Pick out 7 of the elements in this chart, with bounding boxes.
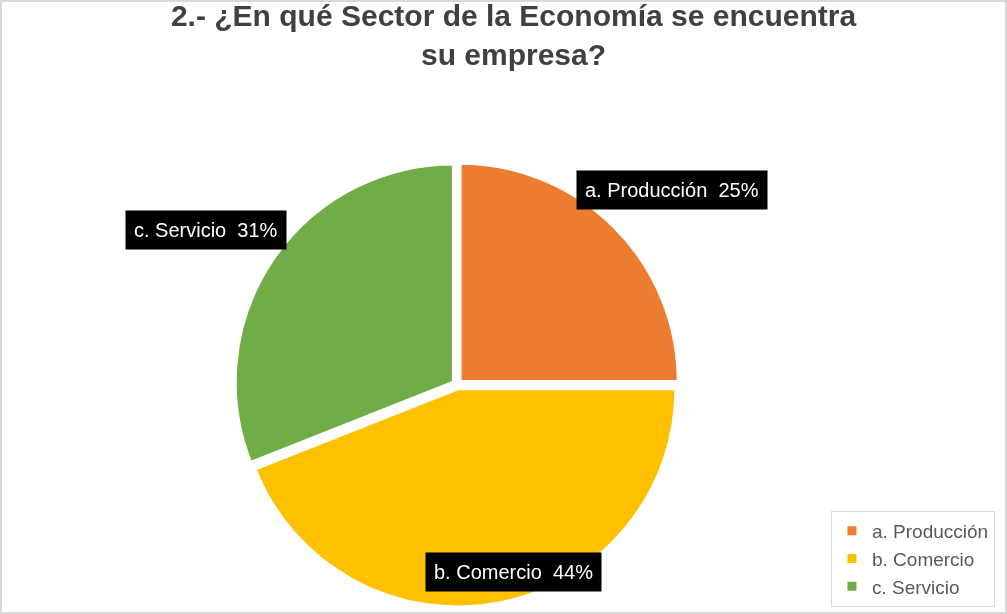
legend-label: c. Servicio [871, 576, 960, 598]
legend-label: b. Comercio [871, 548, 975, 570]
category-label: c. Servicio 31% [134, 219, 278, 241]
legend-label: a. Producción [871, 521, 989, 543]
category-label: a. Producción 25% [585, 179, 759, 201]
category-label: b. Comercio 44% [434, 561, 593, 583]
chart-title: 2.- ¿En qué Sector de la Economía se encuentra su empresa? [170, 0, 857, 72]
